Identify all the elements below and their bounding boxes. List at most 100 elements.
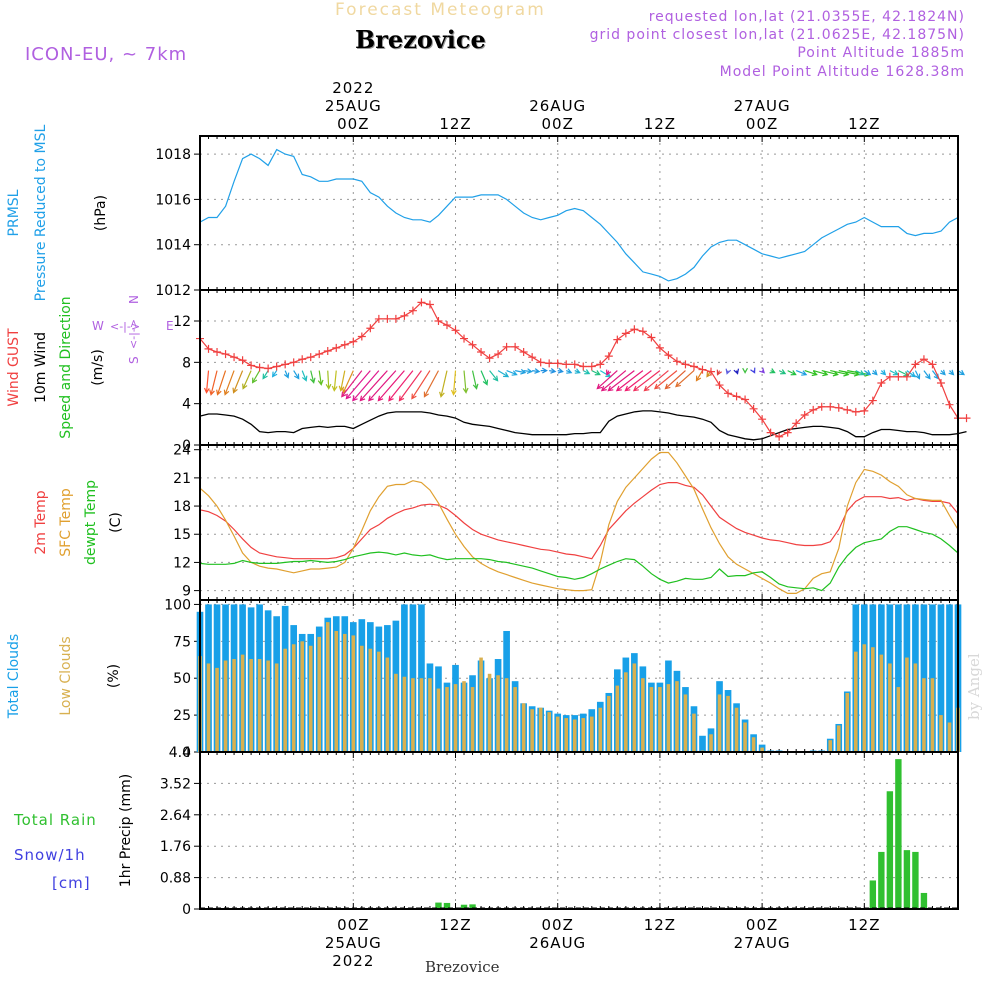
wind-arrow [388, 370, 414, 402]
bar-low-clouds [624, 672, 628, 752]
bar-precip [460, 904, 468, 909]
bar-low-clouds [479, 657, 483, 752]
wind-arrow [242, 370, 252, 390]
gust-marker [724, 389, 733, 398]
bar-low-clouds [462, 681, 466, 752]
bar-low-clouds [334, 630, 339, 752]
precip-legend-0: Total Rain [13, 811, 97, 829]
time-label-bottom: 12Z [439, 916, 471, 934]
wind-arrow [331, 370, 338, 392]
bar-low-clouds [845, 692, 850, 752]
y-tick-label: 1016 [155, 192, 191, 208]
bar-precip [435, 902, 442, 909]
wind-arrow [262, 370, 269, 380]
compass-s: S [127, 356, 141, 364]
wind-arrow [615, 370, 644, 392]
gust-marker [477, 348, 486, 356]
time-label-bottom: 25AUG [325, 934, 382, 952]
time-label-top: 26AUG [529, 97, 586, 115]
gust-marker [647, 333, 656, 342]
gust-marker [851, 407, 860, 416]
gust-marker [630, 325, 639, 334]
wind-arrow [664, 370, 686, 390]
wind-arrow [769, 368, 776, 374]
bar-low-clouds [411, 678, 415, 752]
precip-legend-1: Snow/1h [14, 846, 86, 864]
bar-precip [903, 850, 911, 909]
bar-low-clouds [905, 657, 909, 752]
bar-low-clouds [828, 740, 833, 752]
gust-marker [783, 428, 792, 437]
y-tick-label: 3.52 [160, 776, 191, 792]
wind-arrow [914, 370, 921, 380]
ylabel-pressure-1: Pressure Reduced to MSL [33, 124, 49, 301]
panel-pressure: 1012 1014 1016 1018 [155, 136, 959, 299]
wind-arrow [804, 370, 818, 377]
gust-marker [715, 381, 724, 390]
time-label-bottom: 00Z [542, 916, 574, 934]
wind-arrow [540, 367, 548, 374]
bar-low-clouds [717, 694, 722, 752]
ylabel-wind-2: Speed and Direction [58, 296, 74, 438]
wind-arrow [940, 369, 946, 376]
gust-marker [672, 357, 681, 366]
bar-low-clouds [598, 707, 603, 752]
gust-marker [579, 362, 588, 371]
time-label-bottom: 00Z [746, 916, 778, 934]
requested-coords: requested lon,lat (21.0355E, 42.1824N) [648, 9, 965, 25]
gust-marker [238, 356, 247, 365]
wind-arrow [439, 370, 448, 398]
bar-low-clouds [854, 651, 858, 752]
bar-low-clouds [274, 663, 279, 752]
gust-marker [374, 314, 383, 323]
gust-marker [902, 372, 911, 381]
bar-low-clouds [385, 657, 390, 752]
ylabel-clouds-1: Low Clouds [58, 636, 74, 715]
gust-marker [732, 392, 741, 401]
wind-arrow [716, 369, 722, 376]
time-label-top: 2022 [332, 79, 374, 97]
gust-marker [562, 360, 571, 369]
bar-low-clouds [607, 695, 611, 752]
wind-arrow [574, 368, 581, 374]
time-label-top: 00Z [337, 115, 369, 133]
gust-marker [468, 340, 477, 349]
gust-marker [604, 352, 613, 361]
gust-marker [383, 314, 392, 323]
y-tick-label: 21 [173, 471, 191, 487]
wind-arrow [368, 370, 397, 402]
time-label-bottom: 2022 [332, 952, 374, 970]
ylabel-temperature-3: (C) [108, 512, 124, 533]
time-label-top: 12Z [848, 115, 880, 133]
bar-low-clouds [291, 644, 296, 752]
wind-arrow [301, 370, 308, 382]
gust-marker [434, 317, 443, 325]
bar-precip [878, 851, 885, 909]
bar-low-clouds [223, 660, 228, 752]
gust-marker [485, 354, 494, 363]
gust-marker [519, 348, 528, 356]
wind-arrow [283, 370, 290, 379]
bar-low-clouds [879, 654, 884, 752]
wind-arrow [271, 370, 278, 378]
bar-low-clouds [496, 675, 500, 752]
bar-low-clouds [266, 660, 270, 752]
bar-low-clouds [487, 673, 492, 752]
bar-precip [869, 880, 877, 909]
bar-low-clouds [504, 678, 509, 752]
wind-arrow [653, 370, 678, 390]
gust-marker [357, 332, 366, 341]
bar-low-clouds [240, 654, 245, 752]
wind-arrow [725, 368, 732, 375]
bar-low-clouds [649, 687, 654, 752]
ylabels-temperature: 2m Temp SFC Temp dewpt Temp (C) [33, 480, 124, 565]
bar-low-clouds [521, 703, 526, 752]
gust-marker [758, 415, 767, 424]
gust-marker [928, 360, 937, 369]
point-altitude: Point Altitude 1885m [797, 45, 965, 61]
wind-arrow [450, 370, 457, 396]
gust-marker [800, 411, 809, 420]
bar-low-clouds [445, 687, 449, 752]
gust-marker [775, 432, 784, 441]
wind-arrow [209, 370, 218, 396]
